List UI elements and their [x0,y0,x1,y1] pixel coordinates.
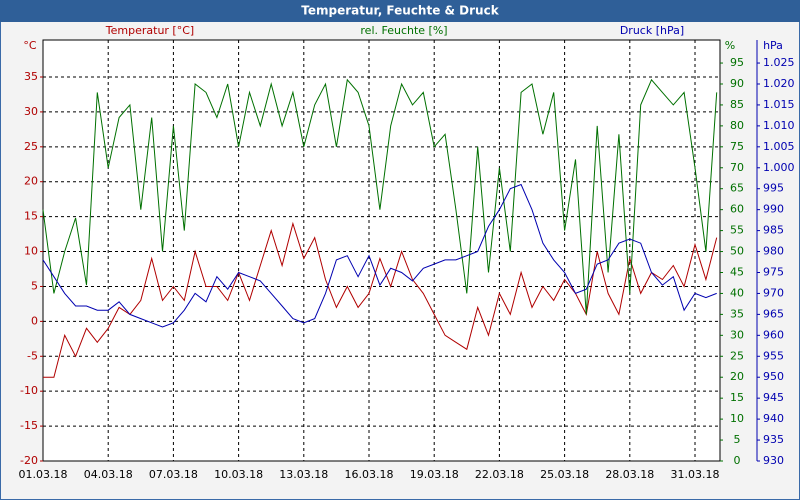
y-tick-label: -10 [20,384,38,397]
y3-tick-label: 1.010 [763,119,795,132]
y3-tick-label: 1.000 [763,161,795,174]
y-tick-label: 10 [24,245,38,258]
y2-tick-label: 25 [730,349,744,362]
y-tick-label: 5 [31,279,38,292]
y2-tick-label: 45 [730,265,744,278]
y-tick-label: 0 [31,314,38,327]
y3-tick-label: 1.015 [763,98,795,111]
y-tick-label: 25 [24,140,38,153]
y2-tick-label: 90 [730,77,744,90]
y2-tick-label: 20 [730,370,744,383]
x-tick-label: 04.03.18 [84,468,133,481]
y2-tick-label: 50 [730,245,744,258]
y3-tick-label: 945 [763,391,784,404]
series-line [42,78,718,315]
y3-tick-label: 980 [763,245,784,258]
y3-tick-label: 995 [763,182,784,195]
y2-tick-label: 30 [730,328,744,341]
y3-tick-label: 940 [763,412,784,425]
y2-tick-label: 0 [734,454,741,467]
series-label: rel. Feuchte [%] [360,24,447,37]
y2-tick-label: 40 [730,286,744,299]
y3-tick-label: 985 [763,224,784,237]
y2-tick-label: 15 [730,391,744,404]
title-bar [0,0,800,22]
y3-tick-label: 955 [763,349,784,362]
y-tick-label: 35 [24,70,38,83]
series-label: Temperatur [°C] [105,24,194,37]
x-tick-label: 07.03.18 [149,468,198,481]
y2-tick-label: 70 [730,161,744,174]
y-tick-label: -15 [20,419,38,432]
y3-axis-title: hPa [763,39,783,52]
y3-tick-label: 965 [763,307,784,320]
y3-tick-label: 950 [763,370,784,383]
chart-title: Temperatur, Feuchte & Druck [301,4,499,18]
y2-tick-label: 85 [730,98,744,111]
y-axis-title: °C [23,39,37,52]
x-tick-label: 10.03.18 [214,468,263,481]
y-tick-label: 15 [24,210,38,223]
y-tick-label: 20 [24,175,38,188]
y-tick-label: -20 [20,454,38,467]
y3-tick-label: 1.005 [763,140,795,153]
plot-area [42,39,721,462]
x-tick-label: 01.03.18 [19,468,68,481]
series-line [42,183,717,328]
y2-axis-title: % [725,39,735,52]
y3-tick-label: 1.020 [763,77,795,90]
x-tick-label: 16.03.18 [345,468,394,481]
y3-tick-label: 990 [763,203,784,216]
y2-tick-label: 60 [730,203,744,216]
y3-tick-label: 970 [763,286,784,299]
y2-tick-label: 55 [730,224,744,237]
series-line [43,221,718,378]
x-tick-label: 19.03.18 [410,468,459,481]
y3-tick-label: 975 [763,265,784,278]
x-tick-label: 22.03.18 [475,468,524,481]
y3-tick-label: 935 [763,433,784,446]
x-tick-label: 13.03.18 [279,468,328,481]
y3-tick-label: 960 [763,328,784,341]
y2-tick-label: 10 [730,412,744,425]
y-tick-label: -5 [27,349,38,362]
x-tick-label: 28.03.18 [605,468,654,481]
y3-tick-label: 1.025 [763,56,795,69]
series-label: Druck [hPa] [620,24,684,37]
y2-tick-label: 65 [730,182,744,195]
x-tick-label: 25.03.18 [540,468,589,481]
y2-tick-label: 75 [730,140,744,153]
y2-tick-label: 80 [730,119,744,132]
y2-tick-label: 35 [730,307,744,320]
y2-tick-label: 5 [734,433,741,446]
y-tick-label: 30 [24,105,38,118]
x-tick-label: 31.03.18 [671,468,720,481]
y2-tick-label: 95 [730,56,744,69]
y3-tick-label: 930 [763,454,784,467]
